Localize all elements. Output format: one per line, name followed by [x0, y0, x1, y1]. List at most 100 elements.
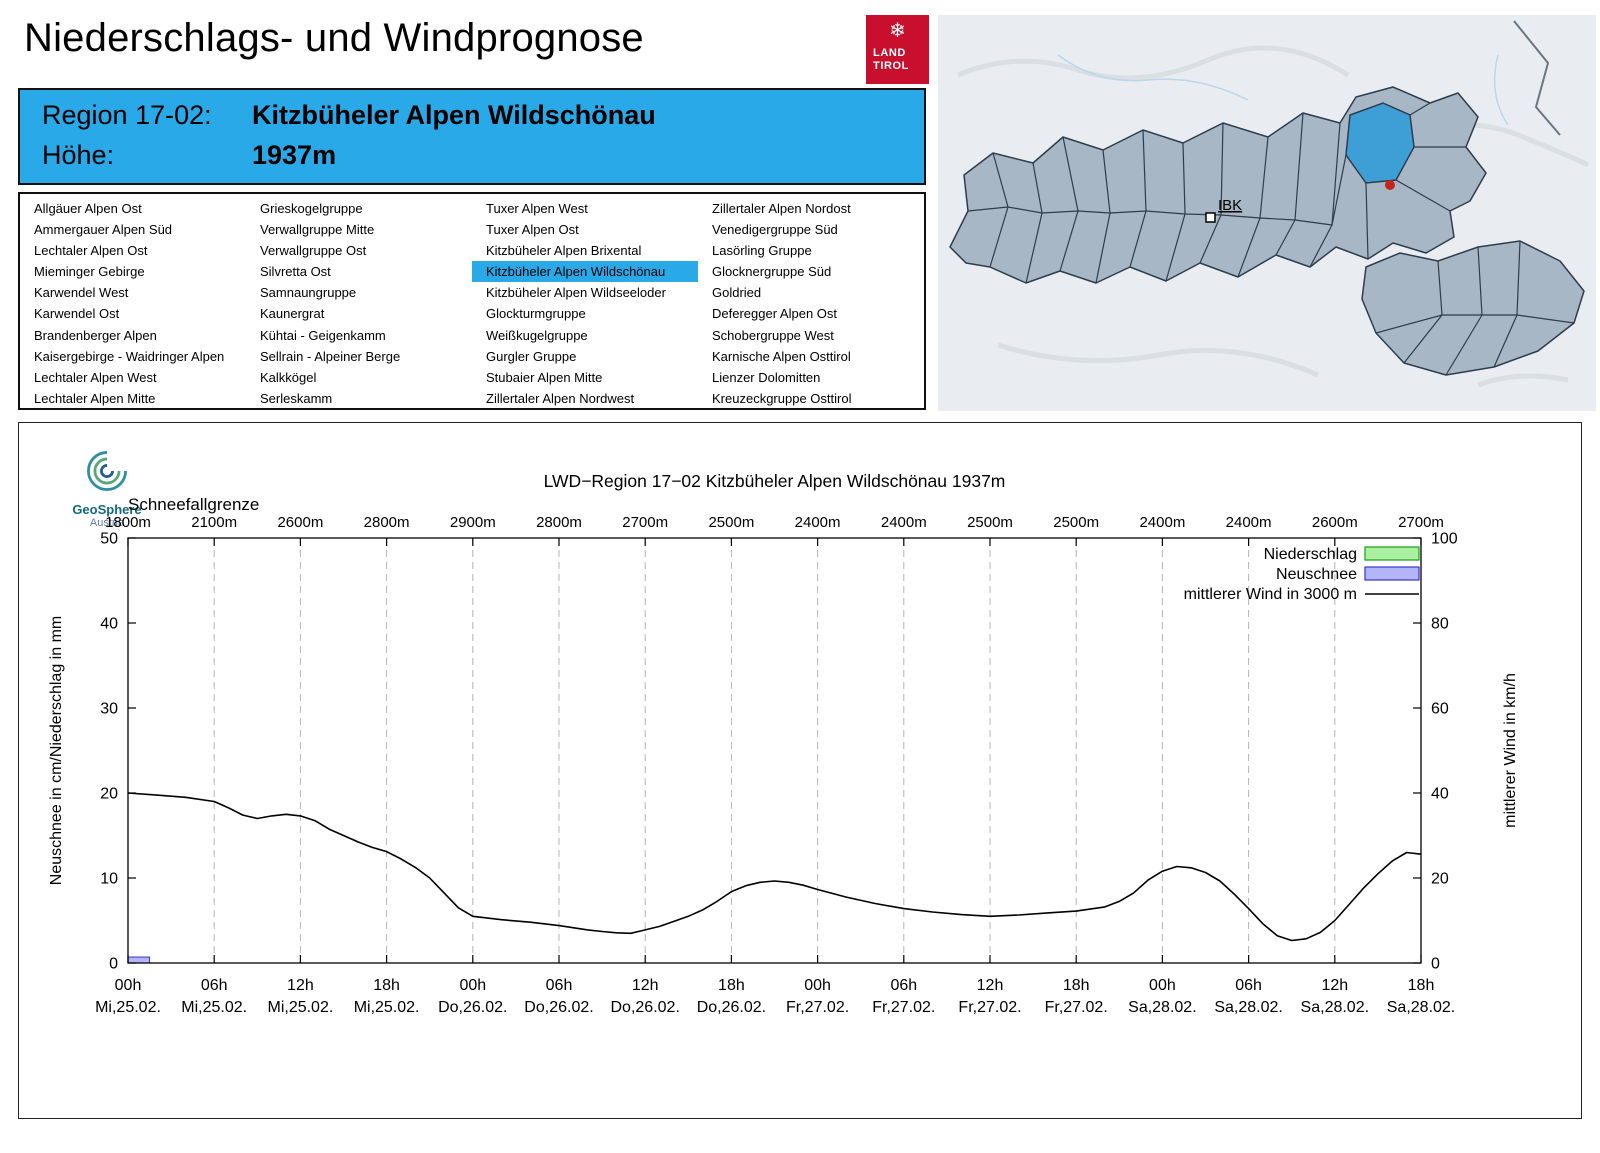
- y-tick-label-left: 10: [100, 871, 118, 888]
- page-title: Niederschlags- und Windprognose: [24, 16, 644, 60]
- region-list-item[interactable]: Lechtaler Alpen West: [34, 369, 157, 385]
- region-list-item[interactable]: Kaunergrat: [260, 306, 325, 322]
- ibk-marker-square: [1205, 212, 1216, 223]
- ibk-label: IBK: [1218, 197, 1242, 214]
- region-list-item[interactable]: Brandenberger Alpen: [34, 327, 157, 343]
- snowline-value: 2600m: [1312, 514, 1358, 531]
- region-list-item[interactable]: Kalkkögel: [260, 369, 317, 385]
- x-tick-time-label: 00h: [1149, 977, 1176, 994]
- tirol-map-svg[interactable]: IBK: [938, 15, 1596, 411]
- region-list-item-selected[interactable]: Kitzbüheler Alpen Wildschönau: [472, 261, 698, 283]
- axis-title-left: Neuschnee in cm/Niederschlag in mm: [48, 616, 65, 885]
- x-tick-time-label: 18h: [1063, 977, 1090, 994]
- region-list-item[interactable]: Zillertaler Alpen Nordost: [712, 201, 851, 216]
- region-list-item[interactable]: Schobergruppe West: [712, 327, 834, 343]
- region-list-item[interactable]: Lienzer Dolomitten: [712, 369, 821, 385]
- geosphere-sub: Austria: [89, 517, 125, 529]
- station-dot: [1385, 180, 1395, 190]
- snowline-value: 2500m: [1053, 514, 1099, 531]
- highlighted-region-kitzbueheler-alpen-wildschoenau[interactable]: [1345, 102, 1415, 184]
- snowline-value: 2500m: [967, 514, 1013, 531]
- x-tick-time-label: 18h: [1408, 977, 1435, 994]
- legend-swatch: [1364, 546, 1420, 561]
- snowline-value: 2400m: [1139, 514, 1185, 531]
- region-list-item[interactable]: Karnische Alpen Osttirol: [712, 348, 851, 364]
- x-tick-date-label: Do,26.02.: [438, 999, 507, 1016]
- region-list-item[interactable]: Karwendel West: [34, 285, 129, 301]
- region-list-item[interactable]: Lechtaler Alpen Mitte: [34, 390, 156, 406]
- x-tick-date-label: Do,26.02.: [524, 999, 593, 1016]
- tirol-map[interactable]: IBK: [938, 15, 1596, 411]
- x-tick-date-label: Do,26.02.: [611, 999, 680, 1016]
- region-list-item[interactable]: Tuxer Alpen West: [486, 201, 588, 216]
- region-list-item[interactable]: Allgäuer Alpen Ost: [34, 201, 142, 216]
- x-tick-time-label: 00h: [459, 977, 486, 994]
- land-tirol-logo: ❄ LAND TIROL: [866, 15, 929, 84]
- region-list-item[interactable]: Karwendel Ost: [34, 306, 120, 322]
- region-list-item[interactable]: Verwallgruppe Mitte: [260, 222, 375, 238]
- region-list-item[interactable]: Tuxer Alpen Ost: [486, 222, 579, 238]
- x-tick-date-label: Sa,28.02.: [1128, 999, 1197, 1016]
- region-list-item[interactable]: Kitzbüheler Alpen Brixental: [486, 243, 642, 259]
- region-list-item[interactable]: Serleskamm: [260, 390, 333, 406]
- east-region-boundaries: [1375, 240, 1575, 376]
- snowline-label: Schneefallgrenze: [128, 495, 259, 514]
- x-tick-time-label: 06h: [890, 977, 917, 994]
- region-list-item[interactable]: Deferegger Alpen Ost: [712, 306, 838, 322]
- y-tick-label-right: 60: [1431, 701, 1449, 718]
- forecast-chart: 00h Mi,25.02. 1800m 06h Mi,25.02. 2100m 12h Mi,…: [48, 471, 1519, 1016]
- x-tick-time-label: 12h: [632, 977, 659, 994]
- x-tick-time-label: 12h: [287, 977, 314, 994]
- region-list-item[interactable]: Ammergauer Alpen Süd: [34, 222, 173, 238]
- x-tick-time-label: 18h: [718, 977, 745, 994]
- region-column: Zillertaler Alpen Nordost Venedigergruppe…: [698, 198, 924, 408]
- region-list-item[interactable]: Stubaier Alpen Mitte: [486, 369, 603, 385]
- x-tick-time-label: 06h: [1235, 977, 1262, 994]
- region-value: Kitzbüheler Alpen Wildschönau: [252, 100, 656, 130]
- snowline-value: 2600m: [277, 514, 323, 531]
- snowline-value: 2700m: [622, 514, 668, 531]
- region-column: Allgäuer Alpen Ost Ammergauer Alpen Süd Le…: [20, 198, 246, 408]
- region-list-item[interactable]: Kaisergebirge - Waidringer Alpen: [34, 348, 225, 364]
- region-list-item[interactable]: Gurgler Gruppe: [486, 348, 577, 364]
- region-list-item[interactable]: Samnaungruppe: [260, 285, 357, 301]
- y-tick-label-right: 100: [1431, 531, 1458, 548]
- y-tick-label-left: 50: [100, 531, 118, 548]
- x-tick-date-label: Fr,27.02.: [1045, 999, 1108, 1016]
- region-list: Allgäuer Alpen Ost Ammergauer Alpen Süd Le…: [18, 192, 926, 410]
- region-list-item[interactable]: Kühtai - Geigenkamm: [260, 327, 386, 343]
- region-list-item[interactable]: Kreuzeckgruppe Osttirol: [712, 390, 852, 406]
- plot-border: [127, 537, 1422, 964]
- land-tirol-logo-text: LAND TIROL: [873, 47, 909, 72]
- region-list-item[interactable]: Glockturmgruppe: [486, 306, 586, 322]
- x-tick-date-label: Mi,25.02.: [181, 999, 247, 1016]
- y-tick-label-right: 0: [1431, 956, 1440, 973]
- region-list-item[interactable]: Sellrain - Alpeiner Berge: [260, 348, 401, 364]
- region-list-item[interactable]: Venedigergruppe Süd: [712, 222, 838, 238]
- region-list-item[interactable]: Glocknergruppe Süd: [712, 264, 832, 280]
- region-list-item[interactable]: Grieskogelgruppe: [260, 201, 363, 216]
- region-list-item[interactable]: Goldried: [712, 285, 762, 301]
- x-tick-date-label: Mi,25.02.: [354, 999, 420, 1016]
- region-list-item[interactable]: Lechtaler Alpen Ost: [34, 243, 148, 259]
- wind-line: [127, 792, 1422, 942]
- region-label: Region 17-02:: [42, 100, 212, 130]
- x-tick-time-label: 00h: [804, 977, 831, 994]
- region-list-item[interactable]: Kitzbüheler Alpen Wildseeloder: [486, 285, 666, 301]
- region-column: Tuxer Alpen West Tuxer Alpen Ost Kitzbühel…: [472, 198, 698, 408]
- region-list-item[interactable]: Silvretta Ost: [260, 264, 331, 280]
- x-tick-date-label: Fr,27.02.: [872, 999, 935, 1016]
- x-tick-time-label: 06h: [546, 977, 573, 994]
- x-tick-time-label: 18h: [373, 977, 400, 994]
- x-tick-date-label: Sa,28.02.: [1301, 999, 1370, 1016]
- region-list-item[interactable]: Zillertaler Alpen Nordwest: [486, 390, 635, 406]
- snowline-value: 2800m: [536, 514, 582, 531]
- region-list-item[interactable]: Lasörling Gruppe: [712, 243, 812, 259]
- region-list-item[interactable]: Mieminger Gebirge: [34, 264, 145, 280]
- river-lines: [1057, 54, 1509, 126]
- geosphere-swirl-icon: [87, 451, 127, 491]
- region-list-item[interactable]: Weißkugelgruppe: [486, 327, 588, 343]
- region-list-item[interactable]: Verwallgruppe Ost: [260, 243, 367, 259]
- legend-swatch: [1364, 566, 1420, 581]
